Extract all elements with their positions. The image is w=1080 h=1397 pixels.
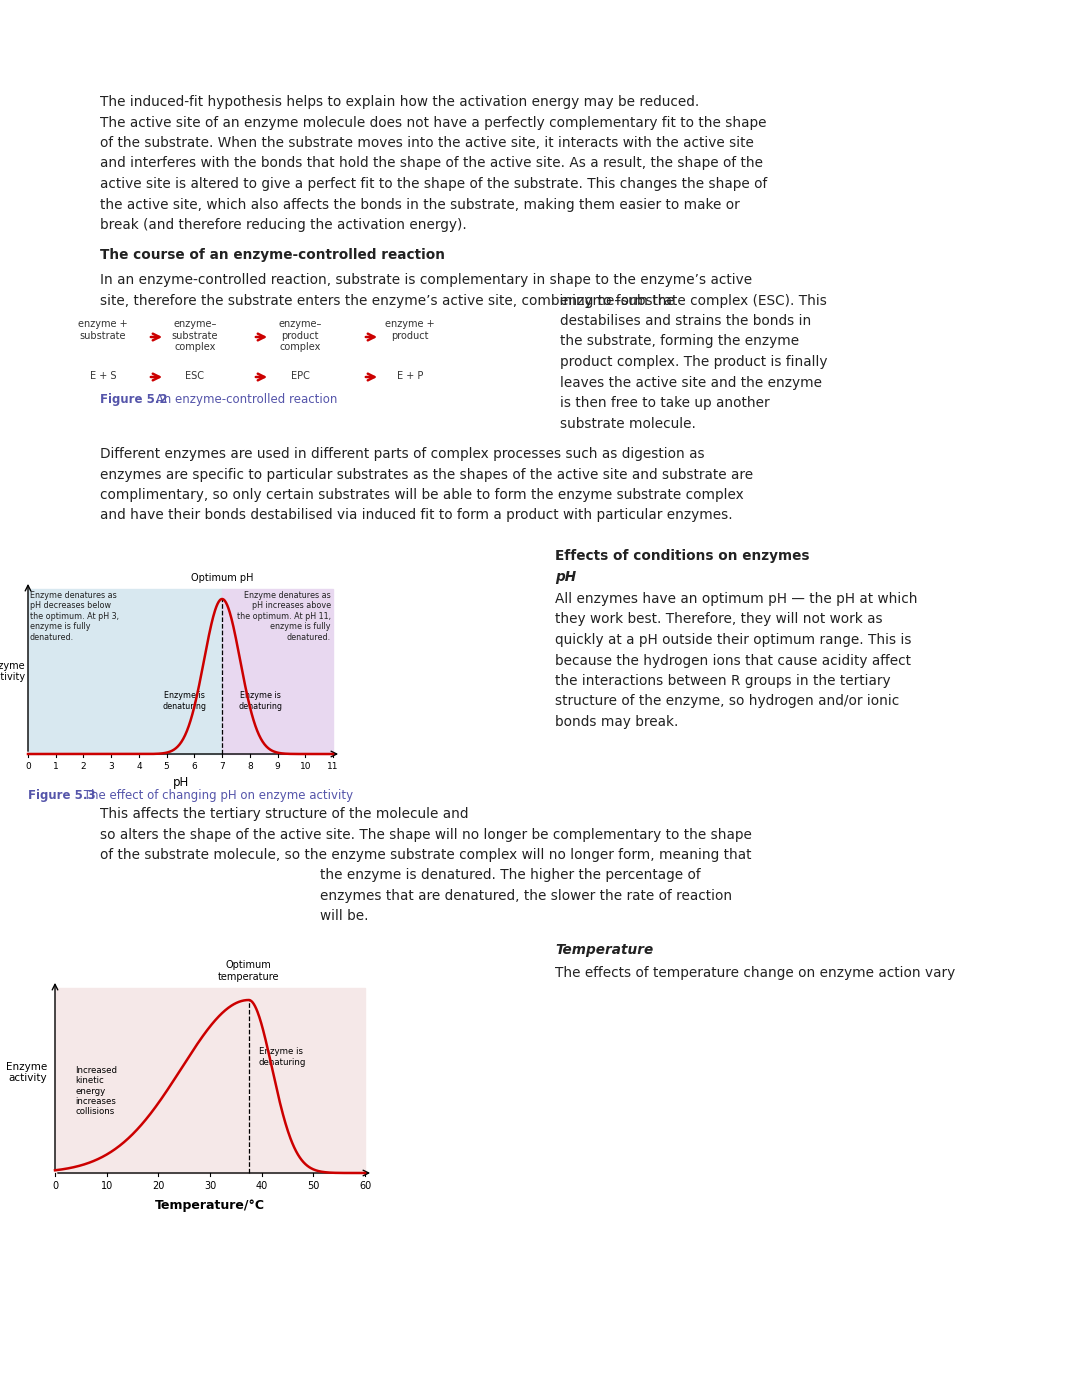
- Text: enzymes are specific to particular substrates as the shapes of the active site a: enzymes are specific to particular subst…: [100, 468, 753, 482]
- Text: the enzyme is denatured. The higher the percentage of: the enzyme is denatured. The higher the …: [320, 869, 701, 883]
- Text: 10: 10: [299, 761, 311, 771]
- Text: enzyme +
substrate: enzyme + substrate: [78, 319, 127, 341]
- Text: The effect of changing pH on enzyme activity: The effect of changing pH on enzyme acti…: [80, 789, 353, 802]
- Text: complimentary, so only certain substrates will be able to form the enzyme substr: complimentary, so only certain substrate…: [100, 488, 744, 502]
- Text: ESC: ESC: [186, 372, 204, 381]
- Text: they work best. Therefore, they will not work as: they work best. Therefore, they will not…: [555, 612, 882, 626]
- Text: the interactions between R groups in the tertiary: the interactions between R groups in the…: [555, 673, 891, 687]
- Text: 8: 8: [247, 761, 253, 771]
- Text: 50: 50: [307, 1180, 320, 1192]
- Text: EPC: EPC: [291, 372, 310, 381]
- Text: 11: 11: [327, 761, 339, 771]
- Text: so alters the shape of the active site. The shape will no longer be complementar: so alters the shape of the active site. …: [100, 827, 752, 841]
- Text: bonds may break.: bonds may break.: [555, 715, 678, 729]
- Text: pH: pH: [173, 775, 189, 789]
- Bar: [55, 988, 365, 1173]
- Text: enzyme–
substrate
complex: enzyme– substrate complex: [172, 319, 218, 352]
- Text: structure of the enzyme, so hydrogen and/or ionic: structure of the enzyme, so hydrogen and…: [555, 694, 900, 708]
- Text: substrate molecule.: substrate molecule.: [561, 416, 696, 430]
- Text: 5: 5: [164, 761, 170, 771]
- Text: 0: 0: [25, 761, 31, 771]
- Text: enzyme +
product: enzyme + product: [386, 319, 435, 341]
- Text: the active site, which also affects the bonds in the substrate, making them easi: the active site, which also affects the …: [100, 197, 740, 211]
- Text: quickly at a pH outside their optimum range. This is: quickly at a pH outside their optimum ra…: [555, 633, 912, 647]
- Text: The induced-fit hypothesis helps to explain how the activation energy may be red: The induced-fit hypothesis helps to expl…: [100, 95, 699, 109]
- Text: Enzyme denatures as
pH increases above
the optimum. At pH 11,
enzyme is fully
de: Enzyme denatures as pH increases above t…: [237, 591, 330, 641]
- Text: the substrate, forming the enzyme: the substrate, forming the enzyme: [561, 334, 799, 348]
- Text: Figure 5.2: Figure 5.2: [100, 393, 167, 407]
- Text: All enzymes have an optimum pH — the pH at which: All enzymes have an optimum pH — the pH …: [555, 592, 918, 606]
- Text: Enzyme is
denaturing: Enzyme is denaturing: [259, 1048, 306, 1066]
- Text: E + S: E + S: [90, 372, 117, 381]
- Text: The effects of temperature change on enzyme action vary: The effects of temperature change on enz…: [555, 965, 955, 979]
- Text: Enzyme is
denaturing: Enzyme is denaturing: [162, 692, 206, 711]
- Text: 7: 7: [219, 761, 225, 771]
- Text: active site is altered to give a perfect fit to the shape of the substrate. This: active site is altered to give a perfect…: [100, 177, 767, 191]
- Text: 2: 2: [81, 761, 86, 771]
- Text: 10: 10: [100, 1180, 112, 1192]
- Text: 4: 4: [136, 761, 141, 771]
- Text: 1: 1: [53, 761, 58, 771]
- Text: Enzyme denatures as
pH decreases below
the optimum. At pH 3,
enzyme is fully
den: Enzyme denatures as pH decreases below t…: [30, 591, 119, 641]
- Text: Optimum
temperature: Optimum temperature: [218, 960, 280, 982]
- Text: pH: pH: [555, 570, 576, 584]
- Text: 0: 0: [52, 1180, 58, 1192]
- Text: of the substrate. When the substrate moves into the active site, it interacts wi: of the substrate. When the substrate mov…: [100, 136, 754, 149]
- Text: 9: 9: [274, 761, 281, 771]
- Text: and have their bonds destabilised via induced fit to form a product with particu: and have their bonds destabilised via in…: [100, 509, 732, 522]
- Text: Optimum pH: Optimum pH: [191, 573, 254, 583]
- Text: 6: 6: [191, 761, 198, 771]
- Text: The course of an enzyme-controlled reaction: The course of an enzyme-controlled react…: [100, 249, 445, 263]
- Text: 20: 20: [152, 1180, 164, 1192]
- Text: Temperature/°C: Temperature/°C: [156, 1199, 265, 1213]
- Text: Effects of conditions on enzymes: Effects of conditions on enzymes: [555, 549, 810, 563]
- Text: Figure 5.3: Figure 5.3: [28, 789, 96, 802]
- Text: site, therefore the substrate enters the enzyme’s active site, combining to form: site, therefore the substrate enters the…: [100, 293, 675, 307]
- Text: Increased
kinetic
energy
increases
collisions: Increased kinetic energy increases colli…: [75, 1066, 117, 1116]
- Text: enzymes that are denatured, the slower the rate of reaction: enzymes that are denatured, the slower t…: [320, 888, 732, 902]
- Text: Enzyme is
denaturing: Enzyme is denaturing: [238, 692, 282, 711]
- Text: Enzyme
activity: Enzyme activity: [0, 661, 25, 682]
- Text: 60: 60: [359, 1180, 372, 1192]
- Bar: [28, 590, 222, 754]
- Text: of the substrate molecule, so the enzyme substrate complex will no longer form, : of the substrate molecule, so the enzyme…: [100, 848, 752, 862]
- Text: 3: 3: [108, 761, 114, 771]
- Text: enzyme–substrate complex (ESC). This: enzyme–substrate complex (ESC). This: [561, 293, 827, 307]
- Text: because the hydrogen ions that cause acidity affect: because the hydrogen ions that cause aci…: [555, 654, 912, 668]
- Text: The active site of an enzyme molecule does not have a perfectly complementary fi: The active site of an enzyme molecule do…: [100, 116, 767, 130]
- Text: and interferes with the bonds that hold the shape of the active site. As a resul: and interferes with the bonds that hold …: [100, 156, 762, 170]
- Text: leaves the active site and the enzyme: leaves the active site and the enzyme: [561, 376, 822, 390]
- Text: This affects the tertiary structure of the molecule and: This affects the tertiary structure of t…: [100, 807, 469, 821]
- Text: enzyme–
product
complex: enzyme– product complex: [279, 319, 322, 352]
- Text: Enzyme
activity: Enzyme activity: [5, 1062, 48, 1083]
- Text: destabilises and strains the bonds in: destabilises and strains the bonds in: [561, 314, 811, 328]
- Bar: [222, 590, 333, 754]
- Text: Different enzymes are used in different parts of complex processes such as diges: Different enzymes are used in different …: [100, 447, 704, 461]
- Text: break (and therefore reducing the activation energy).: break (and therefore reducing the activa…: [100, 218, 467, 232]
- Text: will be.: will be.: [320, 909, 368, 923]
- Text: 30: 30: [204, 1180, 216, 1192]
- Text: E + P: E + P: [396, 372, 423, 381]
- Text: product complex. The product is finally: product complex. The product is finally: [561, 355, 827, 369]
- Text: 40: 40: [256, 1180, 268, 1192]
- Text: Temperature: Temperature: [555, 943, 653, 957]
- Text: In an enzyme-controlled reaction, substrate is complementary in shape to the enz: In an enzyme-controlled reaction, substr…: [100, 272, 752, 286]
- Text: is then free to take up another: is then free to take up another: [561, 395, 770, 409]
- Text: An enzyme-controlled reaction: An enzyme-controlled reaction: [152, 393, 337, 407]
